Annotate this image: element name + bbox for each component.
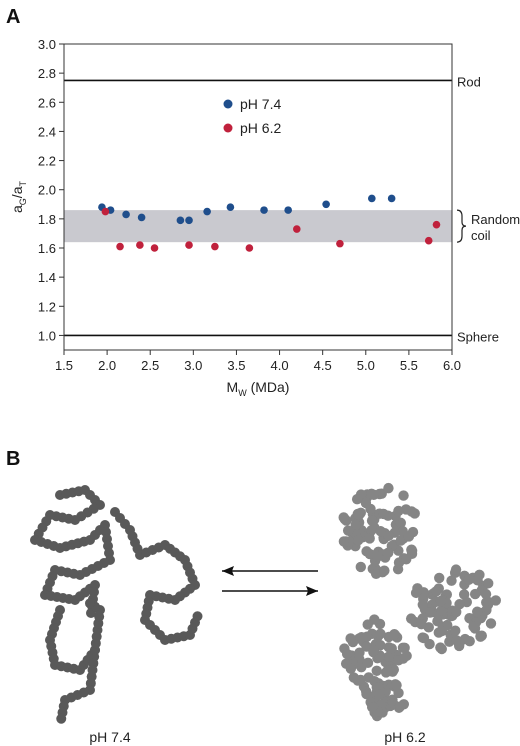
data-point-series-0 — [387, 194, 396, 203]
y-tick-label: 1.6 — [38, 241, 56, 256]
panel-b-illustration: pH 7.4 pH 6.2 — [30, 482, 502, 745]
y-tick-label: 2.2 — [38, 154, 56, 169]
x-tick-label: 2.5 — [141, 358, 159, 373]
data-point-series-0 — [137, 213, 146, 222]
panel-a-label: A — [6, 6, 21, 28]
data-point-series-1 — [150, 244, 159, 252]
data-point-series-1 — [136, 241, 144, 249]
y-tick-label: 1.8 — [38, 212, 56, 227]
x-tick-label: 3.5 — [227, 358, 245, 373]
extended-coil-ph74 — [30, 485, 203, 724]
data-point-series-1 — [432, 220, 441, 229]
x-tick-label: 2.0 — [98, 358, 116, 373]
panel-b-label: B — [6, 448, 21, 470]
data-point-series-0 — [176, 216, 185, 225]
y-tick-label: 1.4 — [38, 270, 56, 285]
x-tick-label: 4.0 — [271, 358, 289, 373]
data-point-series-1 — [185, 241, 193, 249]
x-tick-label: 5.5 — [400, 358, 418, 373]
data-point-series-0 — [322, 200, 330, 209]
arrow-forward-head — [306, 586, 318, 596]
x-tick-label: 5.0 — [357, 358, 375, 373]
arrow-backward-head — [222, 566, 234, 576]
y-tick-label: 2.8 — [38, 66, 56, 81]
x-tick-label: 1.5 — [55, 358, 73, 373]
x-axis-label: MW (MDa) — [227, 379, 290, 398]
reference-label-rod: Rod — [457, 74, 481, 89]
y-tick-label: 2.6 — [38, 95, 56, 110]
y-axis-label: aG/aT — [9, 181, 28, 214]
band-brace — [456, 209, 467, 243]
x-tick-label: 6.0 — [443, 358, 461, 373]
y-tick-label: 2.0 — [38, 183, 56, 198]
data-point-series-1 — [211, 242, 219, 251]
plot-frame — [63, 43, 453, 351]
caption-ph62: pH 6.2 — [384, 729, 425, 745]
legend-marker-0 — [223, 99, 233, 109]
data-point-series-0 — [122, 210, 130, 219]
data-point-series-1 — [336, 239, 344, 248]
data-point-series-0 — [226, 203, 235, 211]
data-point-series-1 — [424, 236, 433, 245]
legend-label-1: pH 6.2 — [240, 120, 281, 136]
x-tick-label: 3.0 — [184, 358, 202, 373]
data-point-series-1 — [116, 242, 124, 251]
y-tick-label: 1.2 — [38, 299, 56, 314]
y-tick-label: 2.4 — [38, 124, 56, 139]
x-tick-label: 4.5 — [314, 358, 332, 373]
y-tick-label: 3.0 — [38, 37, 56, 52]
data-point-series-0 — [260, 206, 268, 214]
data-point-series-0 — [368, 194, 376, 203]
data-point-series-0 — [203, 207, 211, 216]
legend-marker-1 — [223, 123, 233, 133]
data-point-series-1 — [293, 225, 301, 233]
data-point-series-1 — [101, 207, 110, 216]
band-label-line2: coil — [471, 228, 491, 243]
random-coil-band — [64, 210, 452, 243]
band-label-line1: Random — [471, 212, 520, 227]
y-tick-label: 1.0 — [38, 328, 56, 343]
caption-ph74: pH 7.4 — [89, 729, 130, 745]
data-point-series-0 — [284, 206, 292, 214]
data-point-series-1 — [245, 244, 254, 252]
legend-label-0: pH 7.4 — [240, 96, 281, 112]
reference-label-sphere: Sphere — [457, 329, 499, 344]
compact-coil-ph62 — [338, 482, 502, 722]
data-point-series-0 — [185, 216, 193, 225]
